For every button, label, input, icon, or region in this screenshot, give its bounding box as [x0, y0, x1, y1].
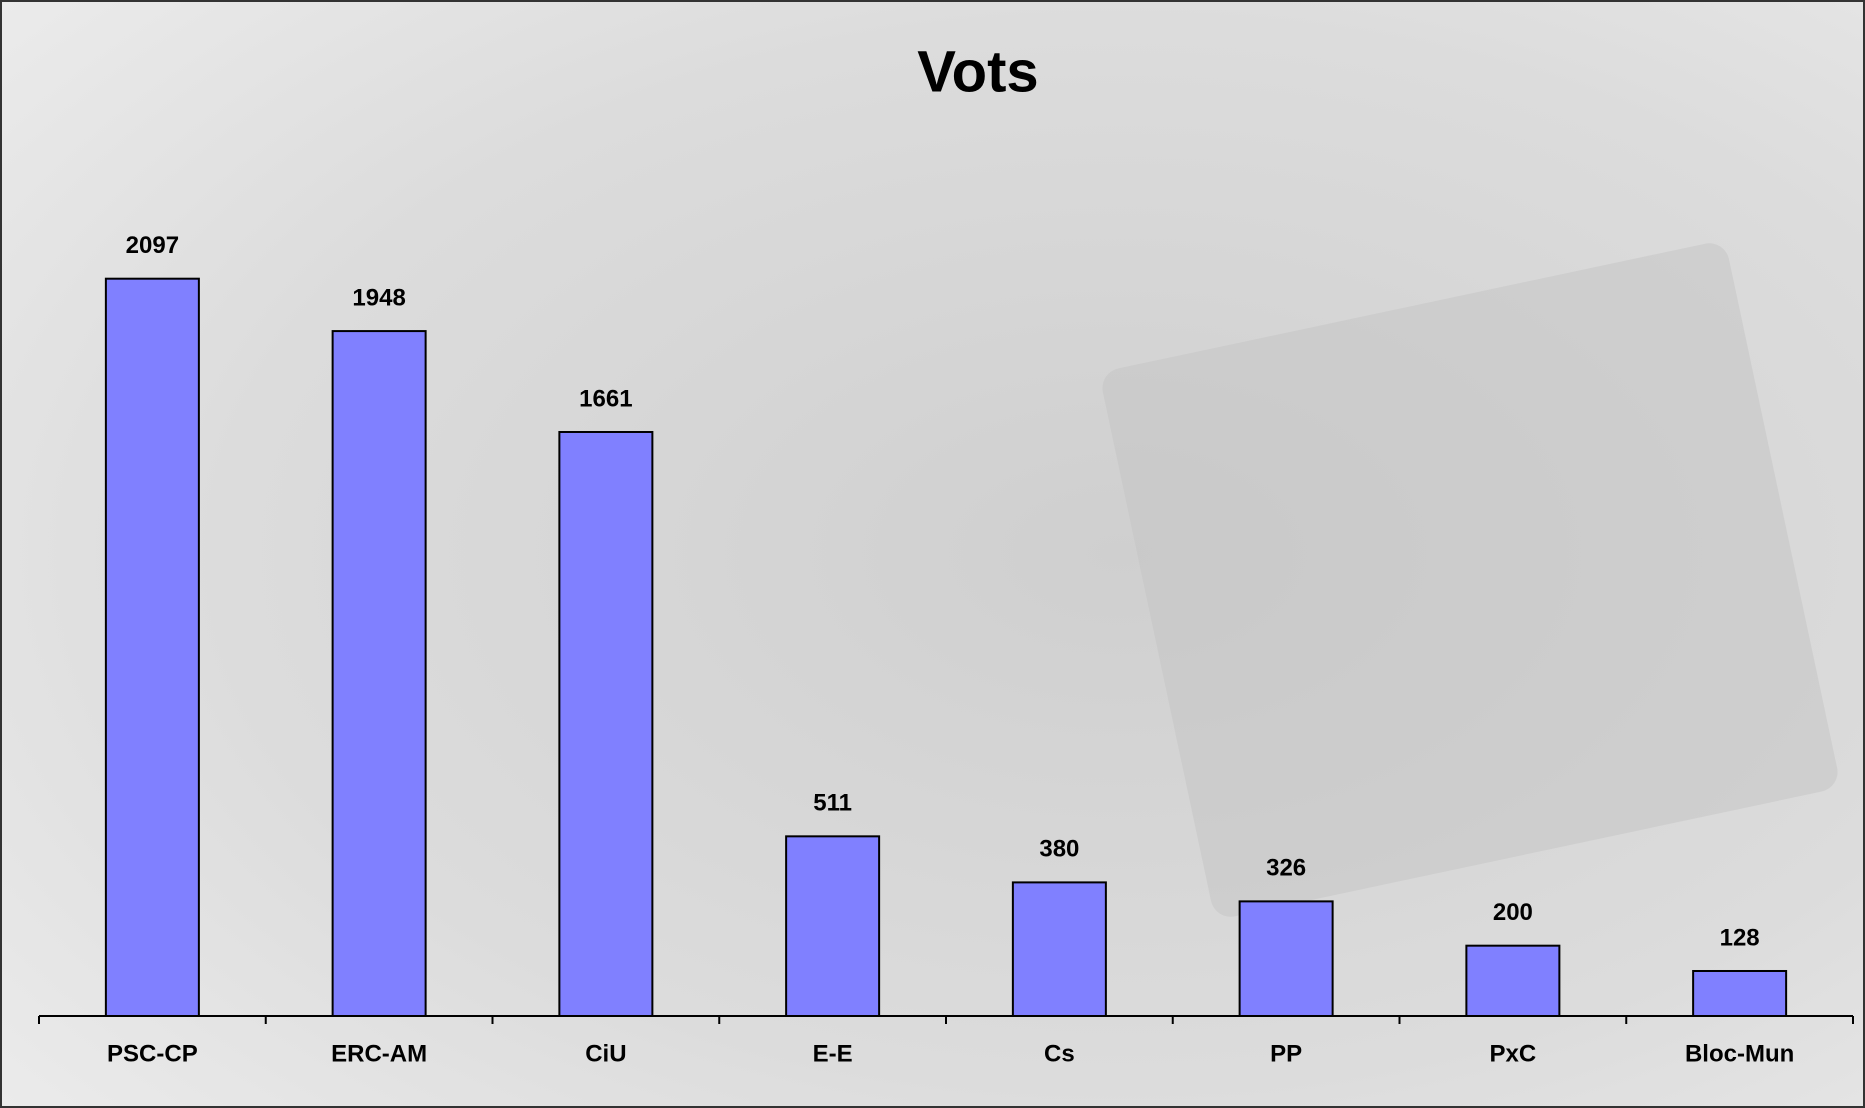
bar [1692, 969, 1788, 1017]
bar [785, 835, 881, 1017]
data-label: 200 [1493, 899, 1533, 926]
x-tick-label: PxC [1490, 1040, 1537, 1067]
x-tick-label: CiU [585, 1040, 626, 1067]
x-tick-label: PSC-CP [107, 1040, 198, 1067]
background-chip [1102, 243, 1838, 917]
bar [558, 430, 654, 1018]
chart-title: Vots [917, 39, 1038, 104]
bar [331, 330, 427, 1017]
bar [104, 277, 200, 1017]
data-label: 1948 [352, 284, 405, 311]
x-tick-label: PP [1270, 1040, 1302, 1067]
x-tick-label: Bloc-Mun [1685, 1040, 1794, 1067]
data-label: 128 [1720, 924, 1760, 951]
bar [1465, 944, 1561, 1017]
data-label: 2097 [126, 232, 179, 259]
data-label: 326 [1266, 855, 1306, 882]
x-tick-label: ERC-AM [331, 1040, 427, 1067]
data-label: 380 [1039, 836, 1079, 863]
data-label: 1661 [579, 385, 632, 412]
bar [1011, 881, 1107, 1018]
data-label: 511 [813, 790, 852, 817]
bar [1238, 900, 1334, 1018]
x-tick-label: Cs [1044, 1040, 1075, 1067]
x-tick-label: E-E [813, 1040, 853, 1067]
